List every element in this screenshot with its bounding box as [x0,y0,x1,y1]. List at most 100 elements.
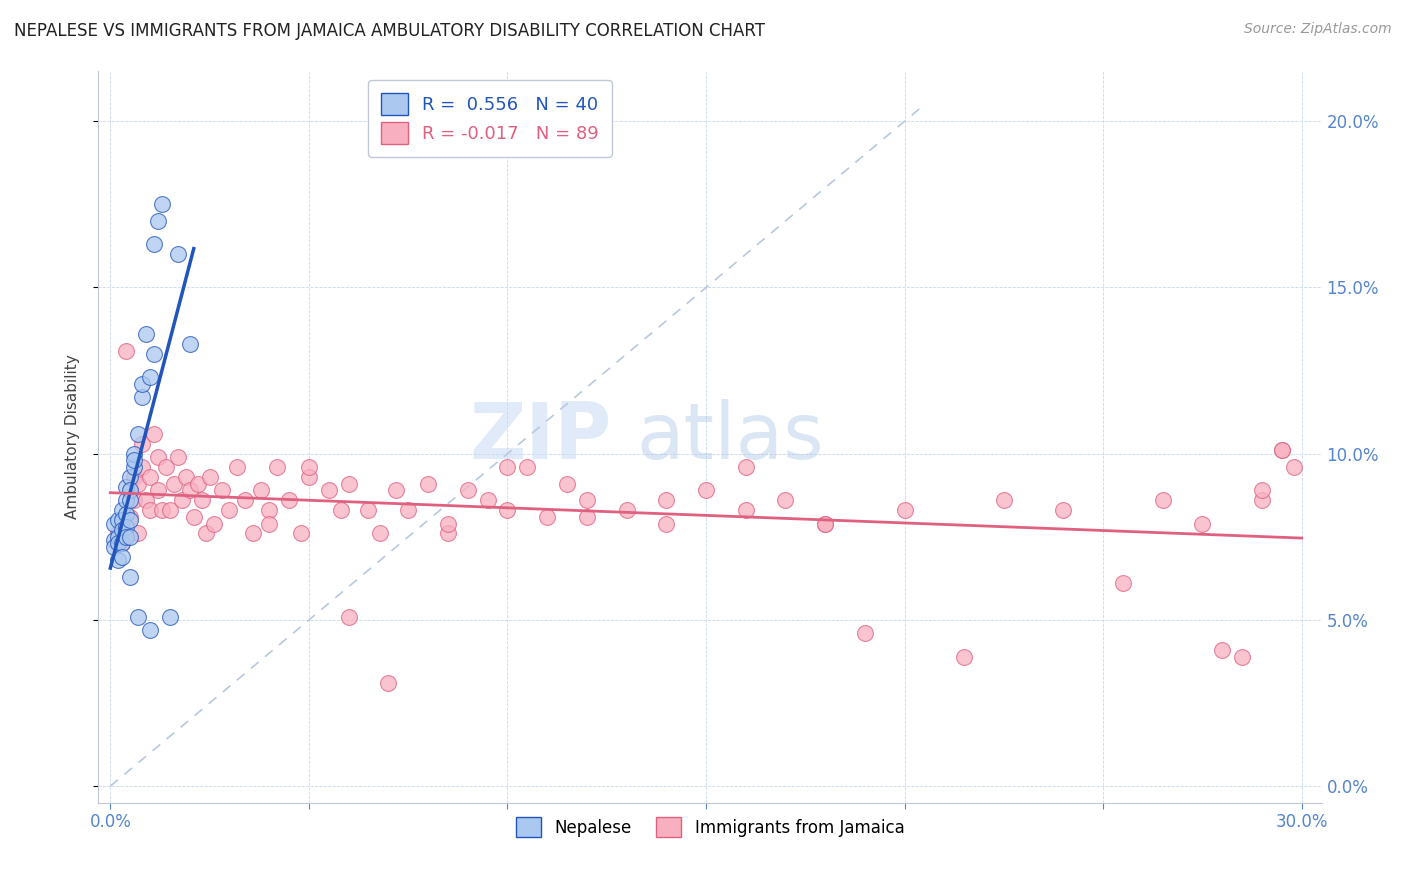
Point [120,493,142,508]
Point [122,470,145,484]
Point [135,493,157,508]
Point [146,483,169,498]
Point [218,503,240,517]
Point [139,470,162,484]
Point [183,509,205,524]
Point [127,426,149,441]
Point [122,460,145,475]
Point [655,493,678,508]
Point [893,503,915,517]
Point [115,343,138,358]
Point [115,493,138,508]
Point [357,503,380,517]
Point [337,476,360,491]
Point [496,460,519,475]
Point [139,623,162,637]
Point [496,503,519,517]
Point [853,626,876,640]
Point [103,533,125,548]
Point [290,526,312,541]
Point [166,450,188,464]
Point [370,526,392,541]
Point [555,476,578,491]
Point [953,649,976,664]
Point [131,436,153,450]
Point [120,483,142,498]
Text: Source: ZipAtlas.com: Source: ZipAtlas.com [1244,22,1392,37]
Point [250,483,273,498]
Point [1232,649,1254,664]
Point [190,493,212,508]
Point [143,237,166,252]
Point [127,476,149,491]
Point [337,609,360,624]
Point [120,513,142,527]
Point [1251,483,1274,498]
Point [575,509,598,524]
Point [107,513,129,527]
Point [179,483,201,498]
Point [211,483,233,498]
Point [127,609,149,624]
Point [416,476,439,491]
Point [575,493,598,508]
Text: NEPALESE VS IMMIGRANTS FROM JAMAICA AMBULATORY DISABILITY CORRELATION CHART: NEPALESE VS IMMIGRANTS FROM JAMAICA AMBU… [14,22,765,40]
Legend: Nepalese, Immigrants from Jamaica: Nepalese, Immigrants from Jamaica [508,809,912,846]
Point [143,347,166,361]
Point [115,480,138,494]
Point [298,460,321,475]
Point [298,470,321,484]
Point [122,447,145,461]
Point [107,536,129,550]
Point [174,470,197,484]
Point [159,503,181,517]
Point [318,483,340,498]
Point [103,516,125,531]
Point [111,549,134,564]
Point [131,376,153,391]
Point [155,460,177,475]
Point [120,570,142,584]
Point [1112,576,1135,591]
Point [115,530,138,544]
Point [993,493,1015,508]
Point [122,453,145,467]
Point [131,390,153,404]
Point [135,326,157,341]
Point [107,530,129,544]
Point [131,460,153,475]
Point [1271,443,1294,458]
Text: ZIP: ZIP [470,399,612,475]
Point [139,503,162,517]
Point [107,553,129,567]
Point [457,483,479,498]
Point [1052,503,1074,517]
Point [198,470,221,484]
Point [103,540,125,554]
Point [111,536,134,550]
Point [775,493,797,508]
Point [111,503,134,517]
Point [377,676,399,690]
Point [146,450,169,464]
Point [1251,493,1274,508]
Point [146,214,169,228]
Point [695,483,717,498]
Point [814,516,837,531]
Point [127,526,149,541]
Point [266,460,288,475]
Point [278,493,301,508]
Point [616,503,638,517]
Point [159,609,181,624]
Point [111,523,134,537]
Point [107,526,129,541]
Point [329,503,352,517]
Point [120,509,142,524]
Point [187,476,209,491]
Point [150,503,173,517]
Point [396,503,419,517]
Point [115,520,138,534]
Point [150,197,173,211]
Text: atlas: atlas [637,399,824,475]
Point [194,526,217,541]
